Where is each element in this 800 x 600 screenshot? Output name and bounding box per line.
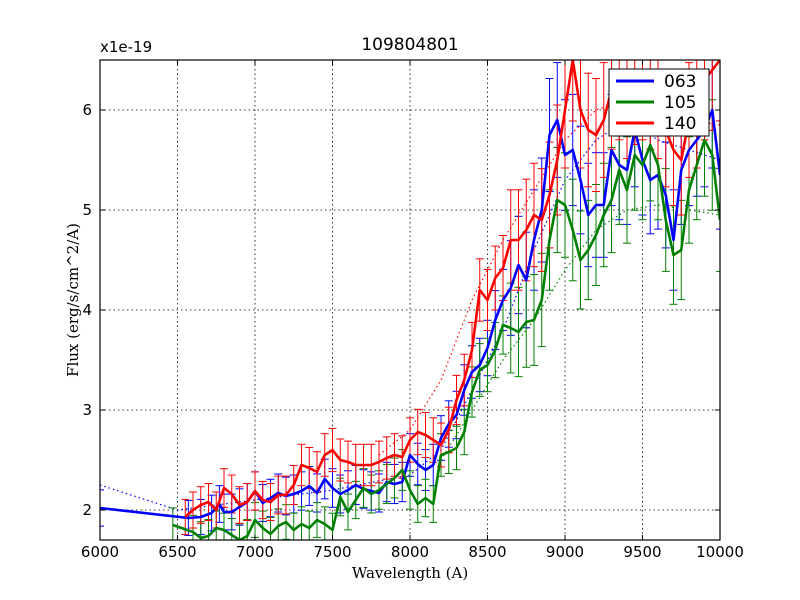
x-tick-label: 8500	[468, 543, 506, 561]
y-tick-label: 6	[82, 101, 92, 119]
y-tick-label: 2	[82, 501, 92, 519]
x-tick-label: 9500	[623, 543, 661, 561]
legend-label-105: 105	[664, 93, 696, 113]
y-offset-label: x1e-19	[100, 38, 152, 56]
x-tick-label: 7500	[313, 543, 351, 561]
x-axis-label: Wavelength (A)	[352, 564, 468, 582]
x-tick-label: 8000	[391, 543, 429, 561]
y-tick-label: 4	[82, 301, 92, 319]
y-axis-label: Flux (erg/s/cm^2/A)	[64, 223, 82, 377]
x-tick-label: 7000	[236, 543, 274, 561]
plot-clip	[100, 60, 720, 540]
axis-ticks: 6000 6500 7000 7500 8000 8500 9000 9500 10000 2 3 4…	[81, 60, 744, 561]
x-tick-label: 6000	[81, 543, 119, 561]
x-tick-label: 6500	[158, 543, 196, 561]
legend-label-063: 063	[664, 72, 696, 92]
x-tick-label: 9000	[546, 543, 584, 561]
chart-title: 109804801	[361, 35, 458, 55]
x-tick-label: 10000	[696, 543, 744, 561]
series-line-105	[172, 138, 720, 540]
legend-label-140: 140	[664, 114, 696, 134]
y-tick-label: 5	[82, 201, 92, 219]
y-tick-label: 3	[82, 401, 92, 419]
